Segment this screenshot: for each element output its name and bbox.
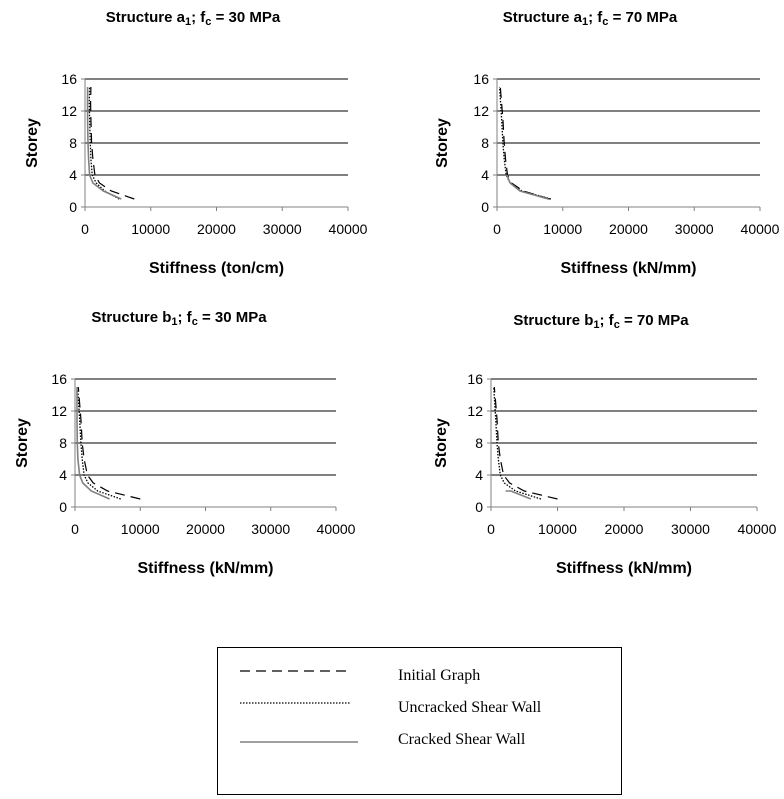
- x-tick-label: 20000: [186, 521, 225, 537]
- x-tick-label: 0: [493, 221, 501, 237]
- y-tick-label: 16: [473, 71, 489, 87]
- x-tick-label: 40000: [329, 221, 368, 237]
- x-tick-label: 10000: [543, 221, 582, 237]
- title-subscript: 1: [582, 16, 588, 28]
- x-tick-label: 40000: [317, 521, 356, 537]
- x-tick-label: 10000: [131, 221, 170, 237]
- legend-item-uncracked: Uncracked Shear Wall: [218, 696, 621, 722]
- x-tick-label: 20000: [605, 521, 644, 537]
- x-tick-label: 0: [71, 521, 79, 537]
- legend-item-initial: Initial Graph: [218, 664, 621, 690]
- title-text: = 30 MPa: [198, 309, 267, 326]
- title-subscript: 1: [593, 319, 599, 331]
- y-tick-label: 8: [481, 135, 489, 151]
- y-axis-label: Storey: [24, 118, 41, 168]
- chart-panel-3: Structure b1; fc = 30 MPa 0 4 8 12 16 0 10000 20…: [14, 309, 356, 577]
- x-axis-label: Stiffness (kN/mm): [556, 560, 692, 577]
- y-tick-label: 0: [475, 499, 483, 515]
- y-tick-label: 12: [467, 403, 483, 419]
- chart-title: Structure a1; fc = 70 MPa: [503, 9, 678, 28]
- legend-swatch-uncracked: [240, 702, 350, 704]
- chart-panel-4: Structure b1; fc = 70 MPa 0 4 8 12 16 0 10000 20…: [433, 312, 777, 577]
- legend-swatch-initial: [240, 670, 350, 672]
- title-text: ; f: [191, 9, 206, 26]
- series-line-uncracked: [76, 386, 121, 500]
- series-line-initial: [89, 86, 135, 200]
- x-tick-label: 40000: [741, 221, 780, 237]
- chart-title: Structure b1; fc = 30 MPa: [91, 309, 267, 328]
- legend-label-initial: Initial Graph: [398, 667, 481, 684]
- y-tick-label: 8: [475, 435, 483, 451]
- x-tick-label: 0: [487, 521, 495, 537]
- y-tick-label: 16: [61, 71, 77, 87]
- x-tick-label: 40000: [738, 521, 777, 537]
- series-line-initial: [499, 86, 550, 200]
- series-line-initial: [493, 386, 558, 500]
- title-text: ; f: [588, 9, 603, 26]
- x-tick-label: 30000: [263, 221, 302, 237]
- y-tick-label: 0: [481, 199, 489, 215]
- y-tick-label: 8: [69, 135, 77, 151]
- y-tick-label: 12: [61, 103, 77, 119]
- series-line-initial: [77, 386, 141, 500]
- legend-item-cracked: Cracked Shear Wall: [218, 728, 621, 754]
- title-subscript: 1: [171, 316, 177, 328]
- title-text: Structure a: [503, 9, 583, 26]
- x-tick-label: 30000: [671, 521, 710, 537]
- y-tick-label: 4: [475, 467, 483, 483]
- y-tick-label: 8: [59, 435, 67, 451]
- title-text: = 30 MPa: [211, 9, 280, 26]
- x-axis-label: Stiffness (ton/cm): [149, 260, 284, 277]
- y-tick-label: 12: [51, 403, 67, 419]
- y-tick-label: 4: [59, 467, 67, 483]
- legend-label-cracked: Cracked Shear Wall: [398, 731, 526, 748]
- x-tick-label: 20000: [197, 221, 236, 237]
- x-tick-label: 30000: [675, 221, 714, 237]
- y-tick-label: 4: [69, 167, 77, 183]
- y-tick-label: 16: [467, 371, 483, 387]
- title-subscript: c: [614, 319, 620, 331]
- legend-swatch-cracked: [240, 741, 358, 743]
- series-line-cracked: [76, 387, 110, 500]
- series-line-cracked: [86, 86, 122, 200]
- y-axis-label: Storey: [434, 118, 451, 168]
- title-text: Structure a: [106, 9, 186, 26]
- title-text: ; f: [600, 312, 615, 329]
- y-tick-label: 12: [473, 103, 489, 119]
- x-axis-label: Stiffness (kN/mm): [137, 560, 273, 577]
- x-tick-label: 0: [81, 221, 89, 237]
- y-tick-label: 16: [51, 371, 67, 387]
- series-line-cracked: [505, 490, 532, 500]
- chart-panel-2: Structure a1; fc = 70 MPa 0 4 8 12 16 0 10000 20…: [434, 9, 780, 277]
- y-tick-label: 0: [69, 199, 77, 215]
- title-subscript: 1: [185, 16, 191, 28]
- x-axis-label: Stiffness (kN/mm): [560, 260, 696, 277]
- x-tick-label: 10000: [538, 521, 577, 537]
- legend-label-uncracked: Uncracked Shear Wall: [398, 699, 542, 716]
- series-line-uncracked: [493, 386, 542, 500]
- title-subscript: c: [192, 316, 198, 328]
- title-text: = 70 MPa: [608, 9, 677, 26]
- title-text: Structure b: [91, 309, 171, 326]
- chart-title: Structure a1; fc = 30 MPa: [106, 9, 281, 28]
- x-tick-label: 20000: [609, 221, 648, 237]
- chart-panel-1: Structure a1; fc = 30 MPa 0 4 8 12 16 0 10000 20…: [24, 9, 368, 277]
- title-text: = 70 MPa: [620, 312, 689, 329]
- title-subscript: c: [602, 16, 608, 28]
- x-tick-label: 30000: [251, 521, 290, 537]
- y-axis-label: Storey: [433, 418, 450, 468]
- title-text: ; f: [178, 309, 193, 326]
- title-subscript: c: [205, 16, 211, 28]
- series-line-uncracked: [498, 86, 552, 200]
- chart-legend: Initial Graph Uncracked Shear Wall Crack…: [217, 647, 622, 795]
- y-tick-label: 0: [59, 499, 67, 515]
- title-text: Structure b: [513, 312, 593, 329]
- y-axis-label: Storey: [14, 418, 31, 468]
- y-tick-label: 4: [481, 167, 489, 183]
- x-tick-label: 10000: [121, 521, 160, 537]
- chart-title: Structure b1; fc = 70 MPa: [513, 312, 689, 331]
- series-line-cracked: [506, 174, 549, 200]
